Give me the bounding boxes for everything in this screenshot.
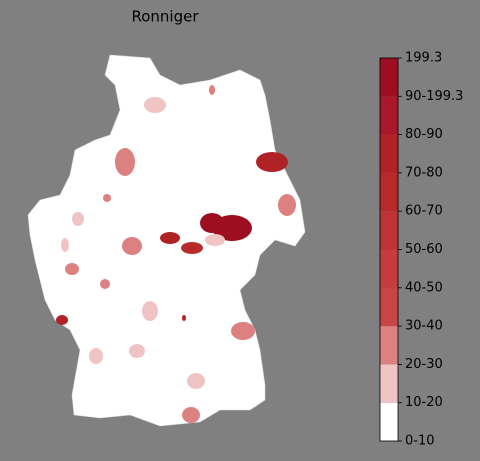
colorbar-label: 10-20 [405, 395, 443, 410]
district [72, 212, 84, 226]
district [205, 234, 225, 246]
district [122, 237, 142, 255]
district [144, 97, 166, 113]
colorbar-label: 90-199.3 [405, 89, 463, 104]
colorbar-segment [380, 96, 398, 135]
district [182, 407, 200, 423]
district [100, 279, 110, 289]
colorbar-segment [380, 287, 398, 327]
colorbar-segment [380, 364, 398, 403]
colorbar-label: 80-90 [405, 127, 443, 142]
map-title: Ronniger [131, 8, 199, 26]
colorbar-label: 60-70 [405, 204, 443, 219]
district [209, 85, 215, 95]
district [160, 232, 180, 244]
district [56, 315, 68, 325]
district [115, 148, 135, 176]
colorbar-label: 0-10 [405, 434, 435, 449]
district [200, 213, 224, 233]
district [278, 194, 296, 216]
colorbar: 0-10 10-20 20-30 30-40 40-50 50-60 60-70 70-80 8… [379, 51, 463, 449]
colorbar-segment [380, 402, 398, 441]
germany-map [27, 54, 306, 427]
district [142, 301, 158, 321]
district [103, 194, 111, 202]
district [61, 238, 69, 252]
colorbar-label: 70-80 [405, 165, 443, 180]
colorbar-segment [380, 249, 398, 288]
colorbar-label: 40-50 [405, 280, 443, 295]
district [129, 344, 145, 358]
districts [56, 85, 296, 423]
colorbar-segment [380, 172, 398, 212]
colorbar-label: 199.3 [405, 51, 442, 66]
colorbar-label: 30-40 [405, 319, 443, 334]
district [256, 152, 288, 172]
colorbar-segment [380, 58, 398, 97]
colorbar-segment [380, 326, 398, 365]
district [65, 263, 79, 275]
colorbar-segment [380, 134, 398, 173]
district [231, 322, 255, 340]
colorbar-segment [380, 211, 398, 250]
colorbar-label: 50-60 [405, 242, 443, 257]
district [187, 373, 205, 389]
district [182, 315, 186, 321]
colorbar-label: 20-30 [405, 357, 443, 372]
district [89, 348, 103, 364]
district [181, 242, 203, 254]
